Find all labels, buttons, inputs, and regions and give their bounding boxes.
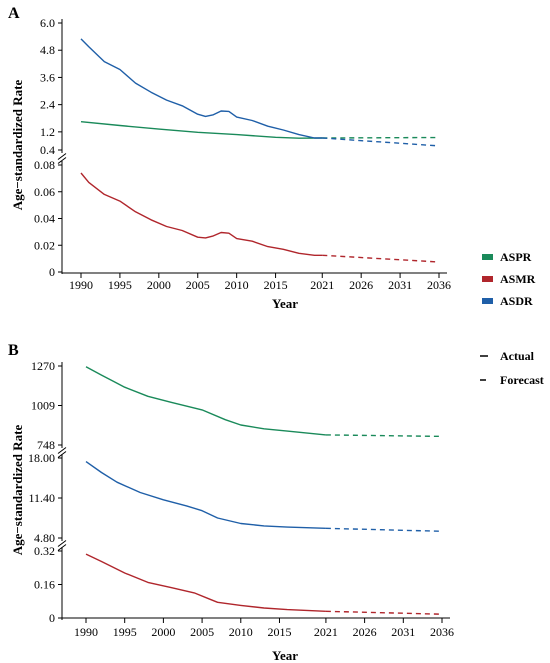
x-tick-label-a-9: 2036 (427, 278, 451, 292)
x-tick-label-b-5: 2015 (267, 625, 291, 639)
series-line-aspr-actual-b (85, 366, 326, 436)
x-tick-label-a-8: 2031 (388, 278, 412, 292)
axis-break-a-0a (57, 153, 67, 160)
axis-break-a-0b (57, 157, 67, 164)
legend-label-aspr: ASPR (500, 250, 532, 264)
legend-series: ASPR ASMR ASDR (482, 250, 536, 308)
y-tick-label-b-0-2: 1270 (31, 359, 55, 373)
y-tick-label-b-2-1: 0.16 (34, 578, 55, 592)
y-tick-label-a-0-2: 2.4 (40, 98, 55, 112)
x-tick-label-b-4: 2010 (229, 625, 253, 639)
x-tick-label-a-3: 2005 (186, 278, 210, 292)
y-axis-title-b: Age−standardized Rate (10, 425, 25, 556)
series-line-aspr-forecast-b (325, 434, 443, 438)
legend-label-asdr: ASDR (500, 294, 533, 308)
y-tick-label-b-1-0: 4.80 (34, 531, 55, 545)
series-line-asdr-forecast-a (322, 137, 440, 147)
series-line-aspr-actual-a (80, 121, 323, 139)
legend-swatch-asmr (482, 276, 493, 282)
y-tick-label-a-0-4: 4.8 (40, 43, 55, 57)
y-tick-label-a-0-3: 3.6 (40, 70, 55, 84)
legend-swatch-aspr (482, 254, 493, 260)
x-tick-label-a-5: 2015 (264, 278, 288, 292)
x-tick-label-b-7: 2026 (353, 625, 377, 639)
series-line-asmr-actual-a (80, 172, 323, 257)
legend-label-forecast: Forecast (500, 373, 544, 387)
series-line-asdr-actual-a (80, 38, 323, 139)
axis-break-b-0a (57, 447, 67, 454)
x-tick-label-b-3: 2005 (190, 625, 214, 639)
x-axis-title-a: Year (272, 296, 298, 311)
y-tick-label-a-1-3: 0.06 (34, 185, 55, 199)
series-line-asmr-forecast-a (322, 254, 440, 263)
legend-swatch-asdr (482, 298, 493, 304)
axis-break-b-1a (57, 540, 67, 547)
x-tick-label-a-1: 1995 (108, 278, 132, 292)
x-tick-label-a-2: 2000 (147, 278, 171, 292)
legend-label-actual: Actual (500, 349, 535, 363)
y-axis-title-a: Age−standardized Rate (10, 80, 25, 211)
y-tick-label-a-1-4: 0.08 (34, 158, 55, 172)
y-tick-label-a-0-1: 1.2 (40, 125, 55, 139)
y-tick-label-b-0-0: 748 (37, 438, 55, 452)
plot-layer: 1990 1995 2000 2005 2010 2015 2021 2026 2031 2036… (28, 16, 454, 639)
y-tick-label-a-1-2: 0.04 (34, 212, 55, 226)
x-tick-label-b-2: 2000 (151, 625, 175, 639)
x-tick-label-a-6: 2021 (310, 278, 334, 292)
panel-letter-a: A (8, 5, 20, 22)
legend-linetype: Actual Forecast (480, 349, 544, 387)
x-tick-label-b-9: 2036 (430, 625, 454, 639)
y-tick-label-b-0-1: 1009 (31, 399, 55, 413)
series-line-asmr-forecast-b (325, 610, 443, 615)
y-tick-label-a-0-0: 0.4 (40, 143, 55, 157)
y-tick-label-b-2-2: 0.32 (34, 544, 55, 558)
series-line-asmr-actual-b (85, 553, 326, 612)
legend-label-asmr: ASMR (500, 272, 536, 286)
y-tick-label-b-2-0: 0 (49, 611, 55, 625)
axis-break-b-0b (57, 451, 67, 458)
y-tick-label-a-0-5: 6.0 (40, 16, 55, 30)
x-tick-label-a-0: 1990 (69, 278, 93, 292)
series-line-asdr-actual-b (85, 461, 326, 529)
series-line-aspr-forecast-a (322, 136, 440, 139)
y-tick-label-a-1-1: 0.02 (34, 238, 55, 252)
x-axis-title-b: Year (272, 648, 298, 663)
x-tick-label-a-4: 2010 (225, 278, 249, 292)
y-tick-label-b-1-1: 11.40 (28, 491, 55, 505)
axis-break-b-1b (57, 544, 67, 551)
x-tick-label-b-6: 2021 (314, 625, 338, 639)
x-tick-label-b-8: 2031 (391, 625, 415, 639)
y-tick-label-a-1-0: 0 (49, 265, 55, 279)
x-tick-label-b-0: 1990 (74, 625, 98, 639)
y-tick-label-b-1-2: 18.00 (28, 451, 55, 465)
x-tick-label-b-1: 1995 (113, 625, 137, 639)
x-tick-label-a-7: 2026 (349, 278, 373, 292)
series-line-asdr-forecast-b (325, 527, 443, 532)
panel-letter-b: B (8, 342, 19, 359)
